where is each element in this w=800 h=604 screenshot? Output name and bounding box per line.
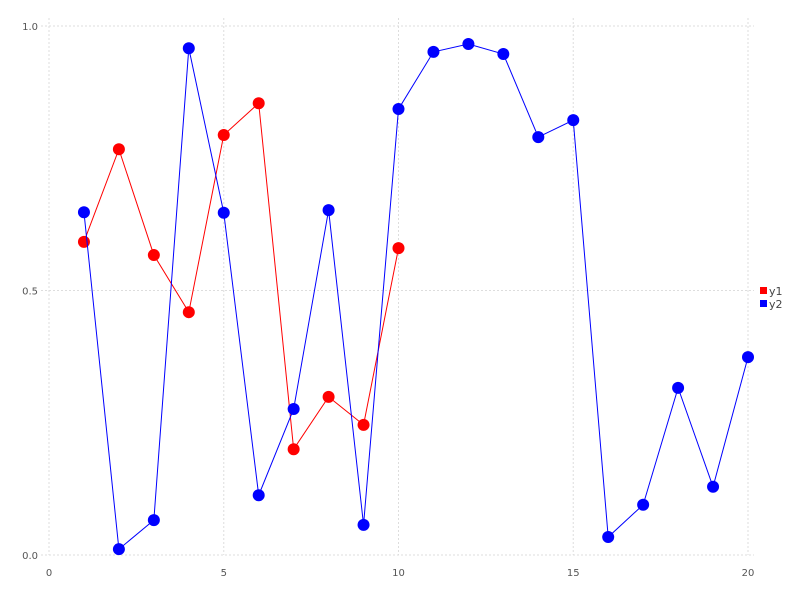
y-tick-label: 0.0 (22, 551, 38, 562)
data-point-y2 (357, 518, 370, 531)
y-tick-label: 0.5 (22, 287, 38, 298)
data-point-y2 (567, 114, 580, 127)
data-point-y2 (427, 45, 440, 58)
data-point-y1 (147, 249, 160, 262)
data-point-y2 (182, 42, 195, 55)
y-tick-label: 1.0 (22, 22, 38, 33)
data-point-y2 (217, 206, 230, 219)
data-point-y1 (77, 235, 90, 248)
data-point-y2 (532, 131, 545, 144)
data-point-y1 (322, 390, 335, 403)
legend-swatch-y1 (760, 287, 767, 294)
data-point-y2 (602, 531, 615, 544)
data-point-y1 (392, 242, 405, 255)
x-tick-label: 5 (221, 568, 227, 579)
series-y2 (77, 37, 754, 556)
grid (41, 18, 754, 556)
x-tick-label: 20 (742, 568, 755, 579)
data-point-y2 (77, 206, 90, 219)
x-tick-label: 15 (567, 568, 580, 579)
y-axis-ticks: 0.0 0.5 1.0 (22, 22, 38, 562)
data-point-y1 (357, 418, 370, 431)
legend-label-y1: y1 (769, 285, 783, 298)
x-tick-label: 10 (392, 568, 405, 579)
series-line-y1 (83, 102, 399, 451)
series-y1 (77, 97, 405, 456)
data-point-y1 (182, 306, 195, 319)
data-point-y1 (217, 128, 230, 141)
data-point-y2 (147, 514, 160, 527)
legend-label-y2: y2 (769, 298, 783, 311)
data-point-y2 (112, 543, 125, 556)
data-point-y1 (252, 97, 265, 110)
x-axis-ticks: 0 5 10 15 20 (46, 568, 755, 579)
data-point-y2 (637, 498, 650, 511)
data-point-y2 (742, 351, 754, 364)
series-line-y2 (83, 43, 749, 551)
data-point-y2 (322, 204, 335, 217)
data-point-y2 (497, 48, 510, 61)
data-point-y2 (287, 402, 300, 415)
series-layer (77, 37, 754, 556)
data-point-y2 (707, 480, 720, 493)
x-tick-label: 0 (46, 568, 52, 579)
data-point-y2 (252, 489, 265, 502)
data-point-y1 (112, 143, 125, 156)
data-point-y2 (392, 103, 405, 116)
data-point-y1 (287, 443, 300, 456)
data-point-y2 (672, 381, 685, 394)
data-point-y2 (462, 37, 475, 50)
legend-swatch-y2 (760, 300, 767, 307)
